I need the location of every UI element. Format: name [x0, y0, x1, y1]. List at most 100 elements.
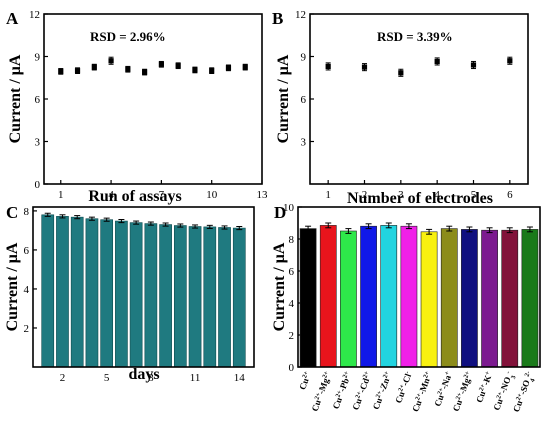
data-point-A-6: [158, 61, 164, 67]
bar-C-6: [129, 222, 143, 368]
error-bar-C-7: [147, 221, 154, 226]
error-bar-C-3: [88, 216, 95, 221]
category-label-D-1: Cu2+-Mg2+: [309, 370, 333, 413]
data-point-A-7: [175, 63, 181, 69]
bar-C-12: [218, 227, 231, 368]
bar-D-11: [521, 229, 539, 368]
bar-D-5: [400, 225, 418, 368]
y-tick-label-A-2: 6: [35, 94, 41, 106]
y-tick-label-A-3: 9: [35, 52, 41, 64]
rsd-annotation-B: RSD = 3.39%: [377, 29, 453, 44]
data-point-A-4: [125, 66, 131, 72]
x-tick-label-B-0: 1: [325, 189, 331, 201]
y-tick-label-C-0: 2: [24, 323, 30, 335]
error-bar-D-11: [526, 226, 533, 233]
data-point-B-1: [361, 64, 368, 70]
error-bar-D-2: [345, 228, 352, 234]
error-bar-D-0: [305, 225, 312, 232]
x-tick-label-C-0: 2: [60, 372, 66, 384]
data-point-A-5: [142, 69, 148, 75]
category-label-D-5: Cu2+-Cl-: [393, 370, 414, 404]
y-tick-label-B-0: 3: [301, 137, 307, 149]
category-label-D-11: Cu2+-SO42-: [511, 370, 539, 414]
error-bar-D-9: [486, 227, 493, 234]
data-point-A-8: [192, 67, 198, 73]
y-tick-label-D-2: 4: [289, 298, 295, 310]
x-axis-title-A: Run of assays: [88, 188, 181, 205]
category-label-D-9: Cu2+-K+: [474, 370, 495, 404]
error-bar-C-2: [74, 215, 81, 220]
bar-C-10: [188, 226, 202, 368]
category-label-D-0: Cu2+: [297, 370, 313, 391]
error-bar-D-7: [446, 225, 453, 232]
data-point-B-2: [398, 70, 404, 76]
error-bar-C-4: [103, 217, 110, 222]
bar-C-5: [115, 220, 128, 368]
x-tick-label-A-3: 10: [206, 189, 218, 201]
panel-letter-A: A: [6, 9, 19, 28]
error-bar-C-6: [133, 220, 140, 225]
panel-letter-B: B: [272, 9, 283, 28]
bar-C-8: [159, 224, 172, 368]
bar-D-2: [340, 230, 357, 368]
bar-D-9: [481, 229, 498, 368]
error-bar-D-10: [506, 227, 513, 234]
error-bar-C-11: [206, 224, 213, 229]
data-point-A-11: [242, 64, 248, 70]
x-axis-title-B: Number of electrodes: [347, 190, 493, 207]
error-bar-C-13: [236, 226, 243, 231]
category-label-D-7: Cu2+-Na+: [432, 370, 454, 408]
error-bar-D-1: [325, 222, 332, 229]
x-tick-label-C-3: 11: [190, 372, 201, 384]
data-point-A-0: [58, 68, 64, 74]
error-bar-C-8: [162, 222, 169, 227]
bar-C-0: [41, 214, 55, 368]
error-bar-C-10: [192, 224, 199, 229]
error-bar-D-4: [385, 222, 392, 229]
bar-D-3: [360, 225, 377, 368]
error-bar-C-12: [221, 225, 228, 230]
x-tick-label-C-4: 14: [234, 372, 246, 384]
y-axis-title-D: Current / μA: [271, 242, 288, 331]
x-tick-label-B-3: 4: [434, 189, 440, 201]
error-bar-C-5: [118, 218, 125, 224]
category-label-D-8: Cu2+-Mg2+: [450, 370, 474, 413]
error-bar-D-6: [426, 228, 433, 235]
x-tick-label-B-4: 5: [471, 189, 477, 201]
data-point-A-3: [108, 58, 114, 64]
bar-D-8: [461, 229, 478, 368]
x-tick-label-A-4: 13: [257, 189, 269, 201]
y-tick-label-A-4: 12: [29, 9, 40, 21]
bar-D-6: [420, 231, 438, 368]
data-point-B-5: [507, 58, 513, 64]
bar-C-11: [203, 226, 217, 368]
data-point-B-3: [434, 58, 440, 65]
bar-D-7: [440, 228, 458, 368]
x-tick-label-A-2: 7: [159, 189, 165, 201]
plot-frame: [32, 206, 255, 368]
category-label-D-6: Cu2+-Mn2+: [410, 370, 434, 413]
error-bar-C-1: [59, 214, 66, 219]
x-tick-label-A-1: 4: [108, 189, 114, 201]
y-tick-label-D-4: 8: [289, 234, 295, 246]
y-tick-label-C-3: 8: [24, 206, 30, 218]
data-point-A-9: [209, 68, 215, 74]
x-tick-label-B-5: 6: [507, 189, 513, 201]
y-tick-label-B-1: 6: [301, 94, 307, 106]
panel-letter-C: C: [6, 203, 18, 222]
bar-C-7: [144, 223, 158, 368]
y-tick-label-C-2: 6: [24, 245, 30, 257]
category-label-D-2: Cu2+-Pb2+: [330, 370, 353, 410]
x-axis-title-C: days: [128, 366, 159, 383]
panel-letter-D: D: [274, 203, 286, 222]
bar-D-10: [501, 229, 519, 368]
y-axis-title-C: Current / μA: [4, 242, 21, 331]
x-tick-label-C-1: 5: [104, 372, 110, 384]
rsd-annotation-A: RSD = 2.96%: [90, 29, 166, 44]
data-point-B-0: [325, 63, 331, 70]
bar-D-0: [299, 228, 317, 368]
plot-frame: [297, 206, 541, 368]
y-tick-label-A-1: 3: [35, 137, 41, 149]
y-tick-label-B-2: 9: [301, 52, 307, 64]
